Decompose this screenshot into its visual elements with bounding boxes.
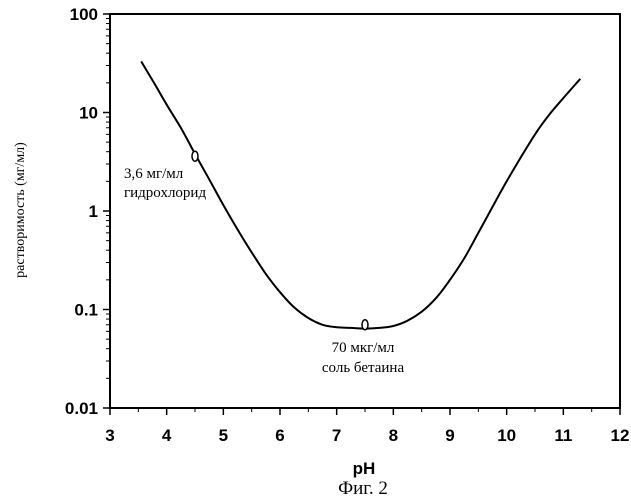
series-layer [141, 61, 580, 328]
x-tick-label: 7 [332, 426, 341, 445]
y-tick-label: 0.01 [65, 399, 98, 418]
x-axis-label: pH [353, 459, 376, 478]
x-tick-label: 4 [162, 426, 172, 445]
hydrochloride-marker [192, 151, 198, 161]
y-axis: 0.01 0.1 1 10 100 [65, 5, 110, 418]
y-tick-label: 10 [79, 104, 98, 123]
annotation-layer: 3,6 мг/мл гидрохлорид 70 мкг/мл соль бетаин… [124, 151, 404, 376]
y-tick-label: 100 [70, 5, 98, 24]
x-tick-label: 3 [105, 426, 114, 445]
x-tick-label: 10 [497, 426, 516, 445]
figure-caption: Фиг. 2 [338, 478, 388, 499]
betaine-marker [362, 320, 368, 330]
x-tick-label: 8 [389, 426, 398, 445]
x-tick-label: 12 [611, 426, 630, 445]
y-tick-label: 0.1 [74, 301, 98, 320]
betaine-annotation: соль бетаина [322, 360, 405, 376]
solubility-curve [141, 61, 580, 328]
x-tick-label: 6 [275, 426, 284, 445]
y-tick-label: 1 [89, 202, 98, 221]
y-axis-label: растворимость (мг/мл) [13, 142, 28, 278]
x-tick-label: 11 [554, 426, 572, 445]
x-tick-label: 5 [219, 426, 228, 445]
x-tick-label: 9 [445, 426, 454, 445]
x-axis: 3 4 5 6 7 8 9 10 11 12 [105, 408, 629, 445]
hydrochloride-annotation: гидрохлорид [124, 185, 206, 201]
hydrochloride-annotation: 3,6 мг/мл [124, 166, 184, 182]
betaine-annotation: 70 мкг/мл [332, 340, 395, 356]
